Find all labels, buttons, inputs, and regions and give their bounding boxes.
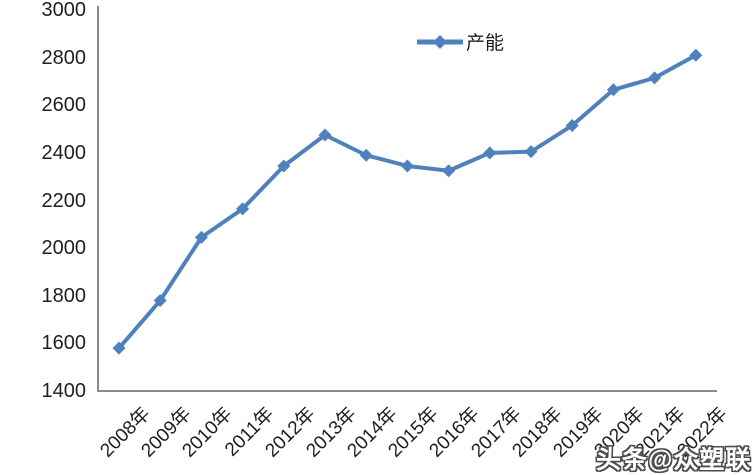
series-line — [117, 53, 698, 351]
data-point-marker — [112, 341, 126, 355]
y-tick-label: 2400 — [41, 141, 87, 164]
y-tick-label: 2200 — [41, 189, 87, 212]
data-point-marker — [565, 118, 579, 132]
y-tick-label: 3000 — [41, 0, 87, 21]
data-point-marker — [648, 71, 662, 85]
data-point-marker — [153, 294, 167, 308]
legend: 产能 — [417, 28, 504, 55]
data-point-marker — [606, 83, 620, 97]
y-tick-label: 2600 — [41, 94, 87, 117]
data-point-marker — [236, 202, 250, 216]
y-tick-label: 1400 — [41, 380, 87, 402]
data-point-marker — [442, 164, 456, 178]
data-point-marker — [524, 145, 538, 159]
y-tick-label: 1800 — [41, 284, 87, 307]
y-tick-label: 2800 — [41, 46, 87, 69]
data-point-marker — [359, 148, 373, 162]
data-point-marker — [318, 128, 332, 142]
data-point-marker — [194, 230, 208, 244]
data-point-marker — [483, 146, 497, 160]
watermark: 头条@众塑联 — [596, 446, 752, 474]
data-point-marker — [277, 159, 291, 173]
legend-label: 产能 — [466, 33, 505, 54]
data-point-marker — [400, 159, 414, 173]
data-point-marker — [689, 48, 703, 62]
y-tick-label: 2000 — [41, 237, 87, 260]
y-tick-label: 1600 — [41, 332, 87, 355]
legend-line-marker-icon — [417, 34, 463, 49]
legend-diamond-icon — [433, 34, 447, 49]
